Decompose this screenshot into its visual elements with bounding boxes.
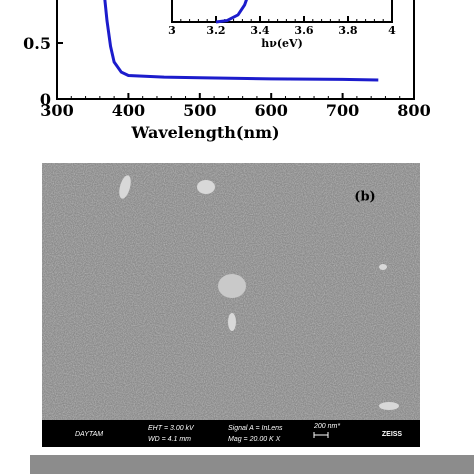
signal: Signal A = InLens: [228, 425, 283, 432]
eht: EHT = 3.00 kV: [148, 425, 195, 432]
plot-frame: [171, 0, 393, 23]
brand: ZEISS: [382, 431, 403, 438]
x-axis-label: Wavelength(nm): [130, 123, 279, 142]
x-tick-label: 3.4: [250, 24, 269, 37]
x-tick-label: 3: [168, 24, 176, 37]
inset-chart: 3 3.2 3.4 3.6 3.8 4 hν(eV): [168, 0, 396, 50]
wd: WD = 4.1 mm: [148, 436, 191, 443]
x-tick-label: 3.6: [294, 24, 313, 37]
x-tick-label: 700: [326, 101, 359, 120]
next-panel-strip: [30, 455, 474, 474]
x-tick-label: 3.8: [338, 24, 357, 37]
x-tick-label: 3.2: [206, 24, 225, 37]
x-tick-label: 4: [388, 24, 396, 37]
mag: Mag = 20.00 K X: [228, 436, 281, 443]
y-tick-label: 0: [40, 90, 51, 109]
y-tick-label: 0.5: [23, 34, 51, 53]
data-line: [103, 0, 379, 82]
operator: DAYTAM: [75, 431, 103, 438]
sem-info-bar: [42, 420, 420, 447]
x-tick-label: 300: [40, 101, 73, 120]
x-tick-label: 800: [397, 101, 430, 120]
x-tick-label: 500: [183, 101, 216, 120]
x-tick-label: 400: [112, 101, 145, 120]
panel-label: (b): [354, 190, 375, 205]
scale-bar: [313, 432, 329, 438]
sem-particles: [119, 175, 399, 410]
x-axis-label: hν(eV): [261, 37, 303, 50]
x-tick-label: 600: [254, 101, 287, 120]
scale-bar-label: 200 nm*: [313, 423, 340, 430]
data-line: [215, 0, 248, 24]
